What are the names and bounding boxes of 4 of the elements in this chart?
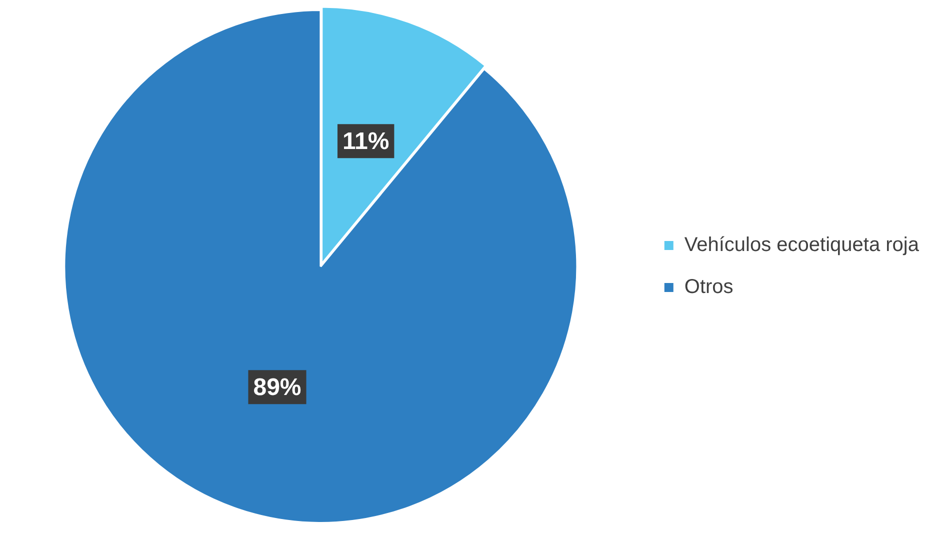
data-label: 11% — [342, 128, 390, 155]
legend-label: Vehículos ecoetiqueta roja — [684, 234, 920, 256]
data-label: 89% — [253, 374, 302, 401]
legend-label: Otros — [684, 276, 734, 298]
